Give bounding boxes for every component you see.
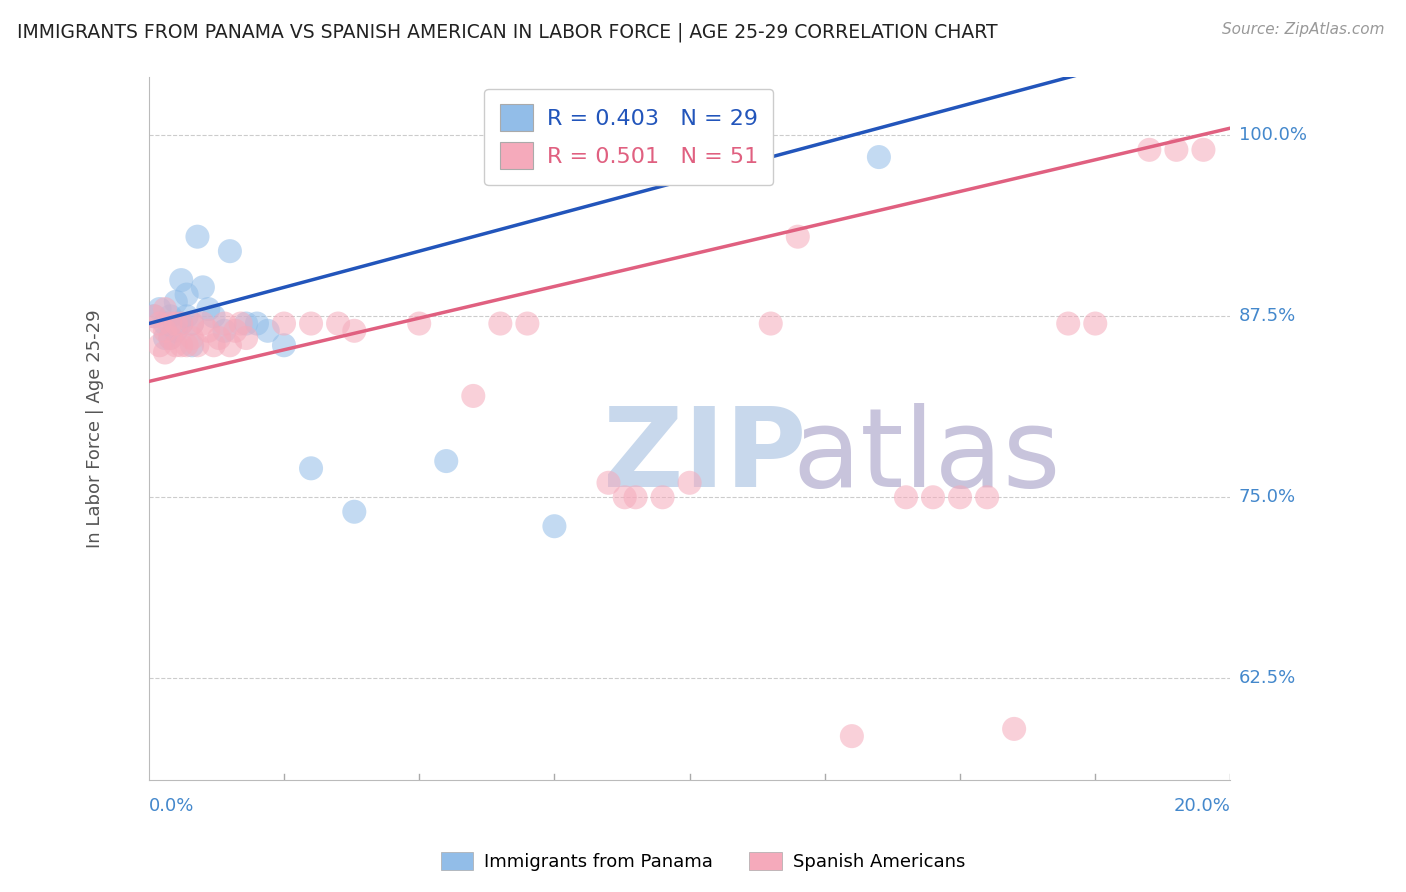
Point (143, 310, 166, 324)
Text: IMMIGRANTS FROM PANAMA VS SPANISH AMERICAN IN LABOR FORCE | AGE 25-29 CORRELATIO: IMMIGRANTS FROM PANAMA VS SPANISH AMERIC… (17, 22, 997, 42)
Text: ZIP: ZIP (603, 403, 807, 510)
Text: 0.0%: 0.0% (149, 797, 194, 815)
Point (786, 229, 808, 244)
Point (624, 490, 647, 504)
Point (343, 505, 366, 519)
Point (408, 317, 430, 331)
Point (197, 324, 219, 338)
Point (153, 345, 176, 359)
Point (170, 317, 193, 331)
Point (202, 310, 225, 324)
Point (170, 317, 193, 331)
Text: Source: ZipAtlas.com: Source: ZipAtlas.com (1222, 22, 1385, 37)
Point (894, 490, 917, 504)
Point (153, 324, 176, 338)
Point (214, 317, 236, 331)
Point (246, 317, 269, 331)
Point (159, 331, 181, 345)
Point (299, 461, 322, 475)
Point (214, 324, 236, 338)
Point (868, 150, 890, 164)
Text: 20.0%: 20.0% (1174, 797, 1230, 815)
Text: 75.0%: 75.0% (1239, 488, 1296, 507)
Point (463, 389, 485, 403)
Point (197, 301, 219, 316)
Point (235, 317, 257, 331)
Point (326, 317, 349, 331)
Point (219, 244, 242, 259)
Point (1137, 143, 1160, 157)
Point (143, 310, 166, 324)
Point (186, 338, 208, 352)
Point (181, 317, 204, 331)
Point (165, 338, 187, 352)
Point (489, 317, 512, 331)
Point (1084, 317, 1107, 331)
Point (186, 229, 208, 244)
Point (1057, 317, 1080, 331)
Point (678, 475, 700, 490)
Point (651, 490, 673, 504)
Point (1002, 722, 1025, 736)
Point (159, 317, 181, 331)
Point (170, 273, 193, 287)
Point (159, 331, 181, 345)
Point (273, 338, 295, 352)
Point (613, 490, 636, 504)
Point (165, 294, 187, 309)
Legend: R = 0.403   N = 29, R = 0.501   N = 51: R = 0.403 N = 29, R = 0.501 N = 51 (485, 88, 773, 185)
Point (841, 729, 863, 743)
Text: In Labor Force | Age 25-29: In Labor Force | Age 25-29 (86, 310, 104, 548)
Point (949, 490, 972, 504)
Point (149, 301, 172, 316)
Point (235, 331, 257, 345)
Point (153, 331, 176, 345)
Point (181, 338, 204, 352)
Point (153, 317, 176, 331)
Point (202, 338, 225, 352)
Point (165, 317, 187, 331)
Point (976, 490, 998, 504)
Point (273, 317, 295, 331)
Point (1192, 143, 1215, 157)
Point (153, 301, 176, 316)
Point (208, 331, 231, 345)
Text: atlas: atlas (793, 403, 1062, 510)
Point (159, 310, 181, 324)
Legend: Immigrants from Panama, Spanish Americans: Immigrants from Panama, Spanish American… (434, 845, 972, 879)
Text: 100.0%: 100.0% (1239, 127, 1306, 145)
Point (181, 331, 204, 345)
Point (1166, 143, 1188, 157)
Point (165, 324, 187, 338)
Point (759, 317, 782, 331)
Point (149, 338, 172, 352)
Point (256, 324, 278, 338)
Point (343, 324, 366, 338)
Point (224, 324, 246, 338)
Point (922, 490, 945, 504)
Point (176, 287, 198, 301)
Text: 62.5%: 62.5% (1239, 669, 1296, 687)
Point (170, 338, 193, 352)
Point (299, 317, 322, 331)
Point (176, 338, 198, 352)
Point (181, 317, 204, 331)
Point (434, 454, 457, 468)
Point (543, 519, 565, 533)
Point (149, 317, 172, 331)
Point (176, 310, 198, 324)
Text: 87.5%: 87.5% (1239, 308, 1296, 326)
Point (191, 317, 214, 331)
Point (219, 338, 242, 352)
Point (598, 475, 620, 490)
Point (516, 317, 538, 331)
Point (229, 317, 252, 331)
Point (191, 280, 214, 294)
